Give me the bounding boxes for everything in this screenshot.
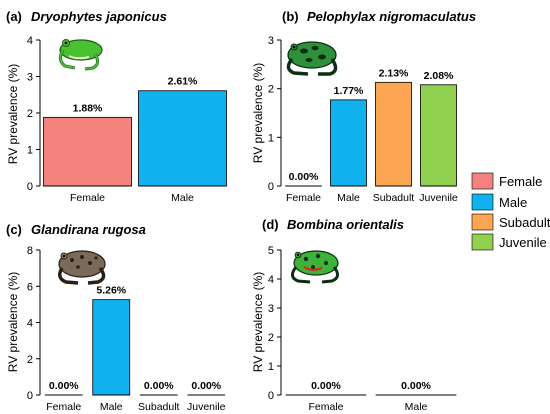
panel-a-value-label: 2.61% — [168, 76, 198, 88]
panel-c-value-label: 0.00% — [144, 380, 174, 392]
panel-b-value-label: 2.13% — [379, 67, 409, 79]
panel-a-ytick-label: 4 — [27, 35, 33, 47]
panel-b-bar-male — [330, 99, 367, 187]
legend-label-juvenile: Juvenile — [499, 235, 547, 250]
legend-swatch-female — [471, 172, 494, 190]
panel-d-ytick-label: 2 — [268, 332, 274, 344]
panel-c-ytick-label: 0 — [27, 390, 33, 402]
legend-label-female: Female — [499, 174, 542, 189]
panel-b-ytick-label: 0 — [268, 181, 274, 193]
panel-b-ytick-label: 2 — [268, 84, 274, 96]
panel-d-letter: (d) — [262, 217, 279, 232]
panel-b-ytick-label: 1 — [268, 132, 274, 144]
panel-c: (c) Glandirana rugosa RV prevalence (%) — [6, 222, 146, 372]
panel-c-category-label: Juvenile — [187, 401, 226, 413]
panel-c-category-label: Subadult — [138, 401, 180, 413]
panel-b-ytick-label: 3 — [268, 35, 274, 47]
panel-d-ytick-label: 0 — [268, 390, 274, 402]
panel-d-ytick-label: 5 — [268, 245, 274, 257]
panel-c-category-label: Male — [100, 401, 123, 413]
panel-c-ytick-label: 4 — [27, 318, 33, 330]
panel-d-category-label: Male — [405, 401, 428, 413]
panel-c-value-label: 0.00% — [49, 380, 79, 392]
panel-b-category-label: Subadult — [373, 192, 415, 204]
legend: Female Male Subadult Juvenile — [471, 172, 550, 251]
legend-swatch-subadult — [471, 213, 494, 231]
panel-b-category-label: Juvenile — [419, 192, 458, 204]
legend-swatch-male — [471, 193, 494, 211]
panel-b-category-label: Female — [286, 192, 321, 204]
panel-b-ylabel: RV prevalence (%) — [251, 63, 265, 164]
panel-d-ylabel: RV prevalence (%) — [251, 272, 265, 373]
panel-b-value-label: 1.77% — [334, 85, 364, 97]
panel-d-ytick-label: 3 — [268, 303, 274, 315]
panel-d-ytick-label: 1 — [268, 361, 274, 373]
panel-a-value-label: 1.88% — [73, 102, 103, 114]
panel-c-bar-male — [92, 299, 131, 396]
panel-c-ytick-label: 8 — [27, 245, 33, 257]
panel-a: (a) Dryophytes japonicus RV prevalence (… — [6, 9, 167, 164]
legend-label-male: Male — [499, 195, 527, 210]
wrinkled-frog-icon — [58, 250, 106, 285]
spotted-frog-icon — [286, 41, 338, 76]
panel-c-title: Glandirana rugosa — [31, 222, 146, 237]
panel-a-bar-female — [43, 116, 132, 187]
panel-d-value-label: 0.00% — [311, 380, 341, 392]
panel-b-value-label: 0.00% — [289, 171, 319, 183]
panel-b-title: Pelophylax nigromaculatus — [307, 9, 476, 24]
panel-c-letter: (c) — [6, 222, 22, 237]
legend-label-subadult: Subadult — [499, 215, 550, 230]
panel-a-ytick-label: 1 — [27, 145, 33, 157]
panel-c-ytick-label: 2 — [27, 354, 33, 366]
panel-c-ytick-label: 6 — [27, 281, 33, 293]
panel-c-category-label: Female — [46, 401, 81, 413]
panel-d-ytick-label: 4 — [268, 274, 274, 286]
panel-b-bar-juvenile — [420, 84, 457, 187]
panel-a-bar-male — [138, 90, 227, 187]
panel-a-category-label: Female — [70, 192, 105, 204]
panel-c-value-label: 0.00% — [191, 380, 221, 392]
panel-d-value-label: 0.00% — [401, 380, 431, 392]
panel-a-ytick-label: 0 — [27, 181, 33, 193]
tree-frog-icon — [58, 39, 103, 71]
panel-b-category-label: Male — [337, 192, 360, 204]
panel-d: (d) Bombina orientalis RV prevalence (%) — [251, 217, 404, 372]
panel-b-value-label: 2.08% — [424, 70, 454, 82]
panel-a-title: Dryophytes japonicus — [31, 9, 167, 24]
panel-a-letter: (a) — [6, 9, 22, 24]
panel-c-ylabel: RV prevalence (%) — [6, 272, 20, 373]
panel-a-ytick-label: 3 — [27, 72, 33, 84]
panel-d-title: Bombina orientalis — [287, 217, 404, 232]
plot-layer: 0 1 2 3 4 1.88% Female 2.61% Male 0 1 2 3 0.00% Female… — [27, 35, 458, 413]
legend-swatch-juvenile — [471, 233, 494, 251]
panel-b-bar-subadult — [375, 81, 412, 187]
panel-a-ytick-label: 2 — [27, 108, 33, 120]
fire-bellied-toad-icon — [291, 250, 339, 284]
panel-a-ylabel: RV prevalence (%) — [6, 64, 20, 165]
panel-c-value-label: 5.26% — [96, 285, 126, 297]
panel-d-category-label: Female — [308, 401, 343, 413]
panel-b: (b) Pelophylax nigromaculatus RV prevale… — [251, 9, 476, 163]
panel-a-category-label: Male — [171, 192, 194, 204]
panel-b-letter: (b) — [282, 9, 299, 24]
